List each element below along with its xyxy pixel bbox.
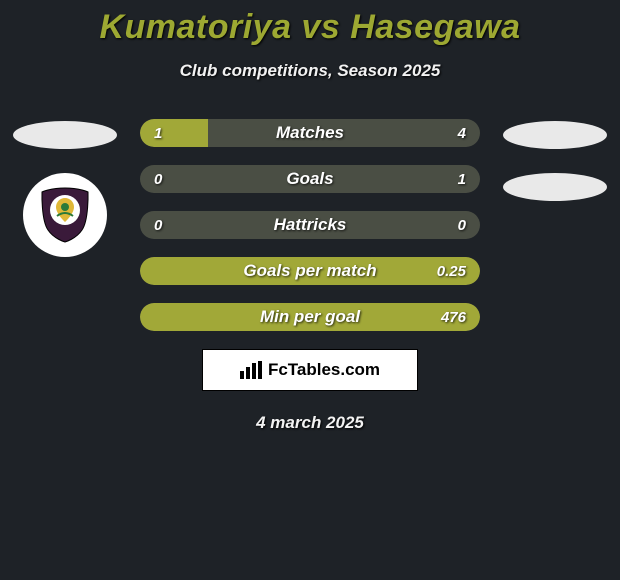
footer-brand-text: FcTables.com: [268, 360, 380, 380]
footer-brand-box: FcTables.com: [202, 349, 418, 391]
stat-right-value: 476: [441, 309, 466, 326]
stat-label: Min per goal: [140, 307, 480, 327]
player2-club-placeholder: [503, 173, 607, 201]
stat-right-value: 4: [458, 125, 466, 142]
left-column: [0, 119, 130, 331]
content-row: 1Matches40Goals10Hattricks0Goals per mat…: [0, 119, 620, 331]
stat-bar: Goals per match0.25: [140, 257, 480, 285]
page-title: Kumatoriya vs Hasegawa: [0, 0, 620, 47]
stat-right-value: 1: [458, 171, 466, 188]
stats-column: 1Matches40Goals10Hattricks0Goals per mat…: [130, 119, 490, 331]
player1-name-placeholder: [13, 121, 117, 149]
stat-right-value: 0.25: [437, 263, 466, 280]
stat-label: Matches: [140, 123, 480, 143]
stat-bar: 1Matches4: [140, 119, 480, 147]
stat-label: Goals per match: [140, 261, 480, 281]
footer-date: 4 march 2025: [0, 413, 620, 433]
stat-bar: 0Hattricks0: [140, 211, 480, 239]
player2-name-placeholder: [503, 121, 607, 149]
bar-chart-icon: [240, 361, 262, 379]
stat-right-value: 0: [458, 217, 466, 234]
club-crest-icon: [38, 186, 92, 244]
right-column: [490, 119, 620, 331]
stat-bar: Min per goal476: [140, 303, 480, 331]
stat-bar: 0Goals1: [140, 165, 480, 193]
stat-label: Goals: [140, 169, 480, 189]
player1-club-badge: [23, 173, 107, 257]
stat-label: Hattricks: [140, 215, 480, 235]
subtitle: Club competitions, Season 2025: [0, 61, 620, 81]
